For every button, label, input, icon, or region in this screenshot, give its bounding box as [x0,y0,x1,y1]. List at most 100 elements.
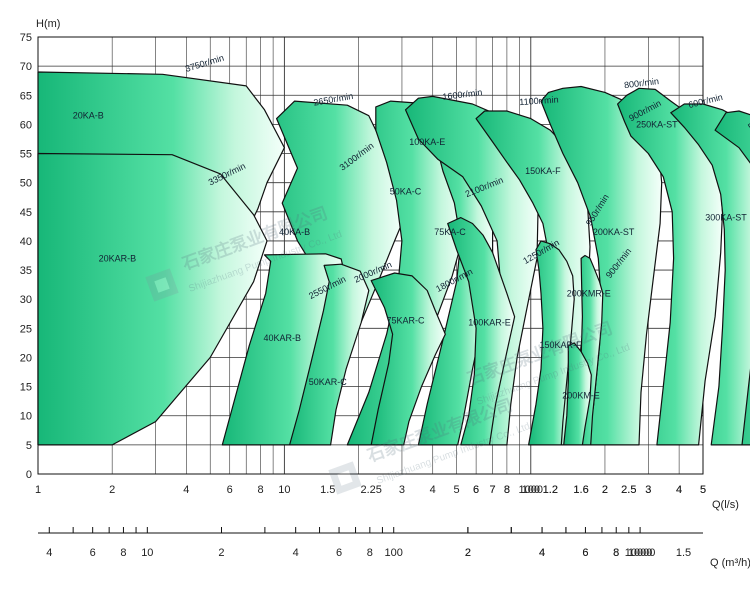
speed-label: 1600r/min [442,87,483,102]
region-label: 250KA-ST [636,119,678,129]
region-label: 100KAR-E [468,317,511,327]
x-tick-label-ls: 4 [676,484,682,496]
region-150kar-f [527,240,575,446]
region-label: 150KAR-F [539,340,582,350]
y-tick-label: 75 [20,32,32,44]
region-label: 50KAR-C [309,377,348,387]
region-20kar-b [37,152,268,446]
x-tick-label-ls: 1 [35,484,41,496]
x-tick-label-m3h: 4 [539,547,545,559]
x-tick-label-m3h: 6 [90,547,96,559]
y-axis-title: H(m) [36,18,60,30]
x-tick-label-ls: 2.25 [360,484,381,496]
region-label: 20KA-B [73,111,104,121]
x-tick-label-ls: 6 [473,484,479,496]
speed-label: 800r/min [623,76,659,90]
region-label: 20KAR-B [99,253,137,263]
region-label: 40KAR-B [263,333,301,343]
speed-label: 1100r/min [519,94,559,107]
region-450ka-tu [714,110,750,446]
y-tick-label: 40 [20,236,32,248]
x-tick-label-ls: 10 [278,484,290,496]
x-tick-label-m3h: 2 [465,547,471,559]
x-tick-label-ls: 1.2 [543,484,558,496]
x-tick-label-ls: 4 [430,484,436,496]
x-tick-label-ls: 5 [454,484,460,496]
x-tick-label-m3h: 1000 [628,547,652,559]
region-label: 200KMR-E [567,288,611,298]
region-200ka-st [540,85,663,446]
region-250ka-st [616,87,724,446]
x-tick-label-ls: 100 [522,484,540,496]
x-tick-label-ls: 1.6 [573,484,588,496]
x-tick-label-m3h: 8 [613,547,619,559]
x-tick-label-ls: 7 [490,484,496,496]
x-tick-label-m3h: 2 [218,547,224,559]
y-tick-label: 0 [26,469,32,481]
x-tick-label-ls: 7 [490,484,496,496]
x-tick-label-ls: 3 [645,484,651,496]
y-tick-label: 25 [20,323,32,335]
x-tick-label-ls: 2.5 [621,484,636,496]
axes: H(m) Q(l/s) Q (m³/h) 0510152025303540455… [20,18,750,569]
y-tick-label: 10 [20,411,32,423]
y-tick-label: 15 [20,382,32,394]
y-tick-label: 35 [20,265,32,277]
x-tick-label-m3h: 8 [613,547,619,559]
region-label: 300KA-ST [705,213,747,223]
y-tick-label: 50 [20,178,32,190]
region-label: 150KA-F [525,166,561,176]
x-tick-label-ls: 2 [602,484,608,496]
region-label: 75KAR-C [386,316,425,326]
x-tick-label-ls: 6 [473,484,479,496]
x-tick-label-ls: 3 [645,484,651,496]
region-100kar-e [447,217,516,446]
y-tick-label: 45 [20,207,32,219]
region-label: 40KA-B [279,227,310,237]
x-tick-label-ls: 5 [700,484,706,496]
x-tick-label-m3h: 4 [293,547,299,559]
x-tick-label-m3h: 6 [582,547,588,559]
x-tick-label-ls: 8 [504,484,510,496]
x-tick-label-m3h: 2 [465,547,471,559]
x-tick-label-m3h: 10000 [625,547,656,559]
x-tick-label-m3h: 6 [582,547,588,559]
x-tick-label-ls: 1000 [519,484,543,496]
y-tick-label: 60 [20,119,32,131]
x-tick-label-ls: 1.5 [320,484,335,496]
x-tick-label-ls: 5 [700,484,706,496]
x-tick-label-ls: 6 [227,484,233,496]
x-axis-bottom-title: Q (m³/h) [710,557,750,569]
region-label: 200KM-E [562,390,600,400]
x-tick-label-m3h: 4 [539,547,545,559]
region-75kar-c [370,272,446,446]
x-tick-label-ls: 2.5 [621,484,636,496]
x-tick-label-ls: 2 [602,484,608,496]
region-label: 200KA-ST [593,227,635,237]
region-200km-e [563,342,592,446]
x-tick-label-ls: 1.2 [543,484,558,496]
y-tick-label: 20 [20,352,32,364]
x-tick-label-m3h: 1.5 [676,547,691,559]
watermark-logo-1 [145,268,179,302]
x-tick-label-ls: 2 [109,484,115,496]
pump-regions [37,71,750,446]
region-label: 100KA-E [409,137,445,147]
x-tick-label-m3h: 6 [336,547,342,559]
region-label: 75KA-C [434,227,466,237]
x-tick-label-m3h: 4 [46,547,52,559]
watermark-logo-2 [328,461,362,495]
x-tick-label-ls: 4 [183,484,189,496]
x-tick-label-m3h: 8 [120,547,126,559]
x-axis-top-title: Q(l/s) [712,499,739,511]
y-tick-label: 70 [20,61,32,73]
y-tick-label: 5 [26,440,32,452]
y-tick-label: 65 [20,90,32,102]
x-tick-label-m3h: 8 [367,547,373,559]
x-tick-label-ls: 4 [676,484,682,496]
region-50kar-c [289,263,370,446]
x-tick-label-ls: 1.6 [573,484,588,496]
y-tick-label: 30 [20,294,32,306]
x-tick-label-ls: 8 [257,484,263,496]
